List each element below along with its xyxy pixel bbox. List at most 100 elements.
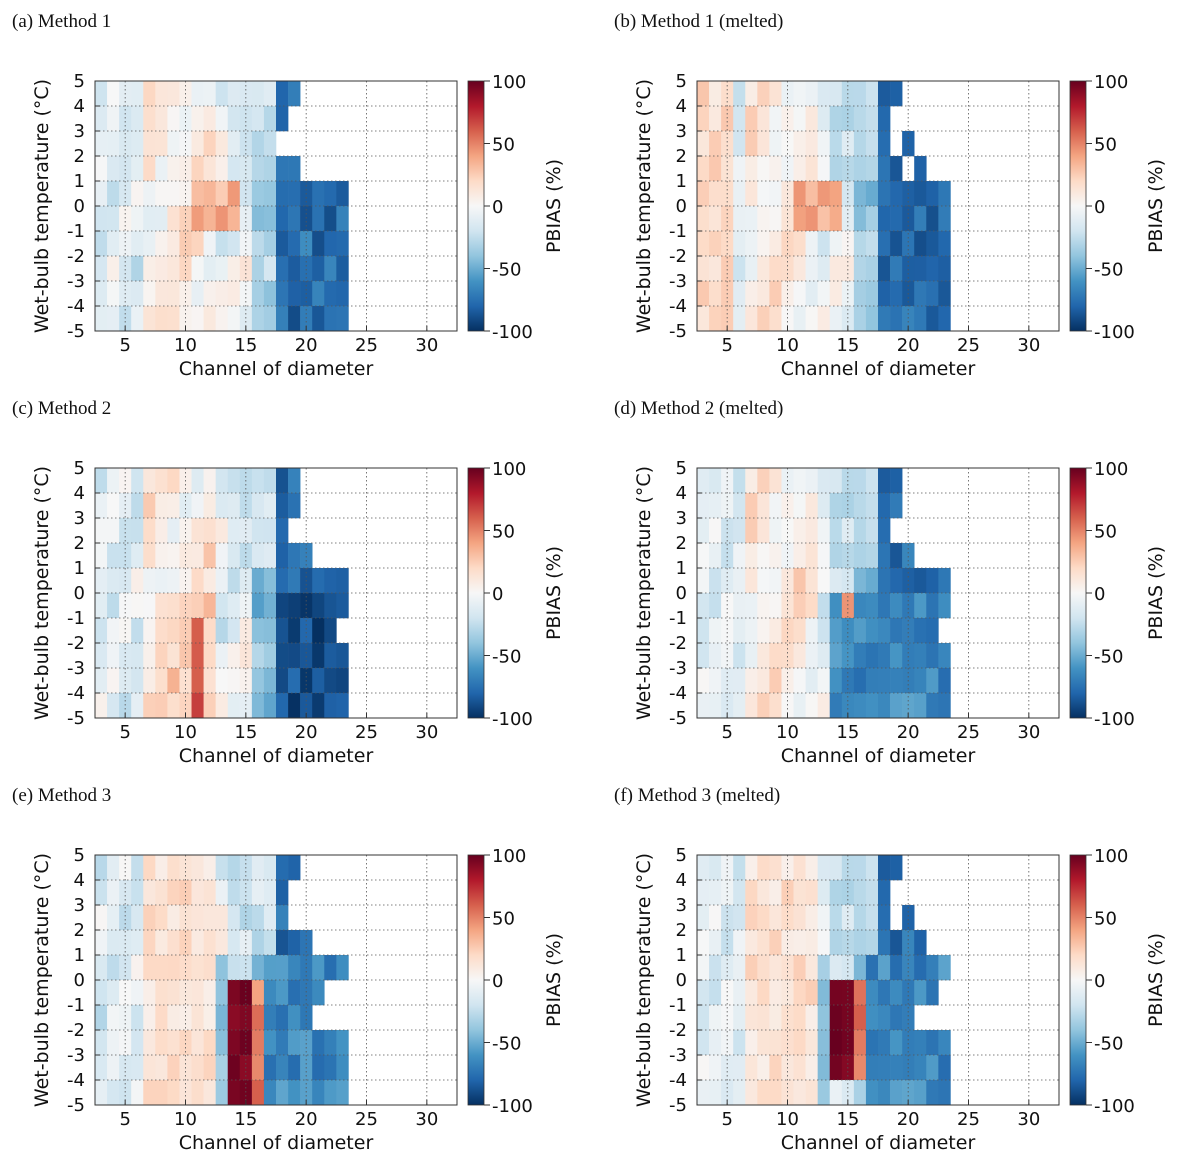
heatmap-cell bbox=[179, 693, 192, 719]
heatmap-cell bbox=[227, 1005, 241, 1031]
heatmap-cell bbox=[853, 256, 867, 282]
panel-title: (e) Method 3 bbox=[12, 785, 111, 806]
heatmap-cell bbox=[227, 81, 241, 107]
heatmap-cell bbox=[227, 1055, 241, 1081]
heatmap-cell bbox=[155, 256, 168, 282]
y-tick-label: -5 bbox=[669, 708, 687, 729]
y-tick-label: -5 bbox=[67, 321, 85, 342]
heatmap-cell bbox=[841, 980, 855, 1006]
y-tick-label: 1 bbox=[676, 945, 687, 966]
heatmap-cell bbox=[926, 306, 939, 332]
heatmap-cell bbox=[805, 693, 818, 719]
x-tick-label: 20 bbox=[897, 1109, 920, 1130]
y-tick-label: 4 bbox=[676, 483, 687, 504]
y-tick-label: 1 bbox=[676, 171, 687, 192]
heatmap-cell bbox=[143, 980, 156, 1006]
heatmap-cell bbox=[215, 668, 229, 694]
heatmap-cell bbox=[276, 81, 289, 107]
heatmap-cell bbox=[251, 181, 265, 207]
y-tick-label: 0 bbox=[676, 583, 687, 604]
heatmap-cell bbox=[131, 618, 144, 644]
heatmap-cell bbox=[179, 306, 192, 332]
heatmap-cell bbox=[336, 281, 349, 307]
heatmap-cell bbox=[155, 955, 168, 981]
heatmap-cell bbox=[143, 281, 156, 307]
heatmap-cell bbox=[167, 493, 180, 519]
heatmap-cell bbox=[853, 1055, 867, 1081]
heatmap-cell bbox=[745, 955, 758, 981]
heatmap-cell bbox=[251, 1080, 265, 1106]
heatmap-cell bbox=[203, 493, 216, 519]
heatmap-cell bbox=[239, 618, 253, 644]
heatmap-cell bbox=[288, 568, 301, 594]
heatmap-cell bbox=[107, 256, 120, 282]
heatmap-cell bbox=[251, 668, 265, 694]
heatmap-cell bbox=[131, 1005, 144, 1031]
heatmap-cell bbox=[119, 131, 132, 157]
heatmap-cell bbox=[263, 493, 277, 519]
colorbar-tick-label: 100 bbox=[1094, 459, 1128, 480]
heatmap-cell bbox=[853, 493, 867, 519]
heatmap-cell bbox=[239, 693, 253, 719]
heatmap-cell bbox=[95, 955, 108, 981]
heatmap-cell bbox=[745, 131, 758, 157]
heatmap-cell bbox=[119, 543, 132, 569]
heatmap-cell bbox=[215, 980, 229, 1006]
heatmap-cell bbox=[697, 231, 710, 257]
heatmap-cell bbox=[251, 693, 265, 719]
heatmap-cell bbox=[324, 181, 337, 207]
colorbar-label: PBIAS (%) bbox=[1145, 933, 1167, 1027]
heatmap-cell bbox=[143, 156, 156, 182]
heatmap-cell bbox=[757, 543, 770, 569]
heatmap-cell bbox=[336, 181, 349, 207]
colorbar bbox=[1069, 80, 1087, 332]
heatmap-cell bbox=[155, 1005, 168, 1031]
heatmap-cell bbox=[215, 618, 229, 644]
heatmap-cell bbox=[203, 81, 216, 107]
heatmap-cell bbox=[721, 493, 734, 519]
heatmap-cell bbox=[167, 955, 180, 981]
y-tick-label: 3 bbox=[676, 895, 687, 916]
heatmap-cell bbox=[131, 181, 144, 207]
heatmap-cell bbox=[143, 106, 156, 132]
heatmap-cell bbox=[709, 1080, 722, 1106]
heatmap-cell bbox=[324, 1055, 337, 1081]
heatmap-cell bbox=[179, 493, 192, 519]
heatmap-cell bbox=[817, 518, 831, 544]
heatmap-cell bbox=[239, 930, 253, 956]
heatmap-cell bbox=[143, 880, 156, 906]
heatmap-cell bbox=[709, 1030, 722, 1056]
heatmap-cell bbox=[131, 206, 144, 232]
heatmap-cell bbox=[336, 206, 349, 232]
heatmap-cell bbox=[890, 1080, 903, 1106]
heatmap-cell bbox=[781, 1080, 794, 1106]
heatmap-cell bbox=[215, 181, 229, 207]
heatmap-cell bbox=[263, 256, 277, 282]
heatmap-cell bbox=[829, 618, 843, 644]
heatmap-cell bbox=[793, 156, 806, 182]
y-tick-label: 3 bbox=[74, 508, 85, 529]
heatmap-cell bbox=[853, 668, 867, 694]
heatmap-cell bbox=[938, 593, 951, 619]
heatmap-cell bbox=[697, 493, 710, 519]
heatmap-cell bbox=[697, 643, 710, 669]
heatmap-cell bbox=[733, 880, 746, 906]
heatmap-cell bbox=[878, 905, 891, 931]
heatmap-cell bbox=[757, 1080, 770, 1106]
heatmap-cell bbox=[119, 256, 132, 282]
heatmap-cell bbox=[276, 1005, 289, 1031]
heatmap-cell bbox=[781, 306, 794, 332]
heatmap-cell bbox=[721, 543, 734, 569]
heatmap-cell bbox=[312, 206, 325, 232]
heatmap-cell bbox=[239, 543, 253, 569]
heatmap-cell bbox=[251, 518, 265, 544]
heatmap-cell bbox=[251, 131, 265, 157]
heatmap-cell bbox=[805, 281, 818, 307]
heatmap-cell bbox=[107, 643, 120, 669]
heatmap-cell bbox=[131, 543, 144, 569]
heatmap-cell bbox=[733, 568, 746, 594]
heatmap-cell bbox=[793, 1005, 806, 1031]
heatmap-cell bbox=[709, 693, 722, 719]
heatmap-cell bbox=[926, 1080, 939, 1106]
heatmap-cell bbox=[733, 1055, 746, 1081]
